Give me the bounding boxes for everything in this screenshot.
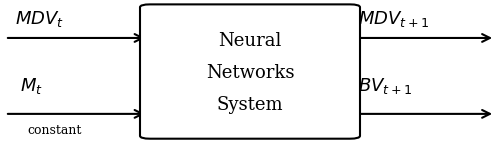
Text: $MDV_{t+1}$: $MDV_{t+1}$ <box>358 9 428 29</box>
FancyBboxPatch shape <box>140 4 360 139</box>
Text: Networks: Networks <box>206 64 294 82</box>
Text: $BV_{t+1}$: $BV_{t+1}$ <box>358 76 412 96</box>
Text: System: System <box>216 96 284 114</box>
Text: constant: constant <box>28 124 82 137</box>
Text: $M_t$: $M_t$ <box>20 76 43 96</box>
Text: Neural: Neural <box>218 32 282 50</box>
Text: $MDV_t$: $MDV_t$ <box>15 9 64 29</box>
